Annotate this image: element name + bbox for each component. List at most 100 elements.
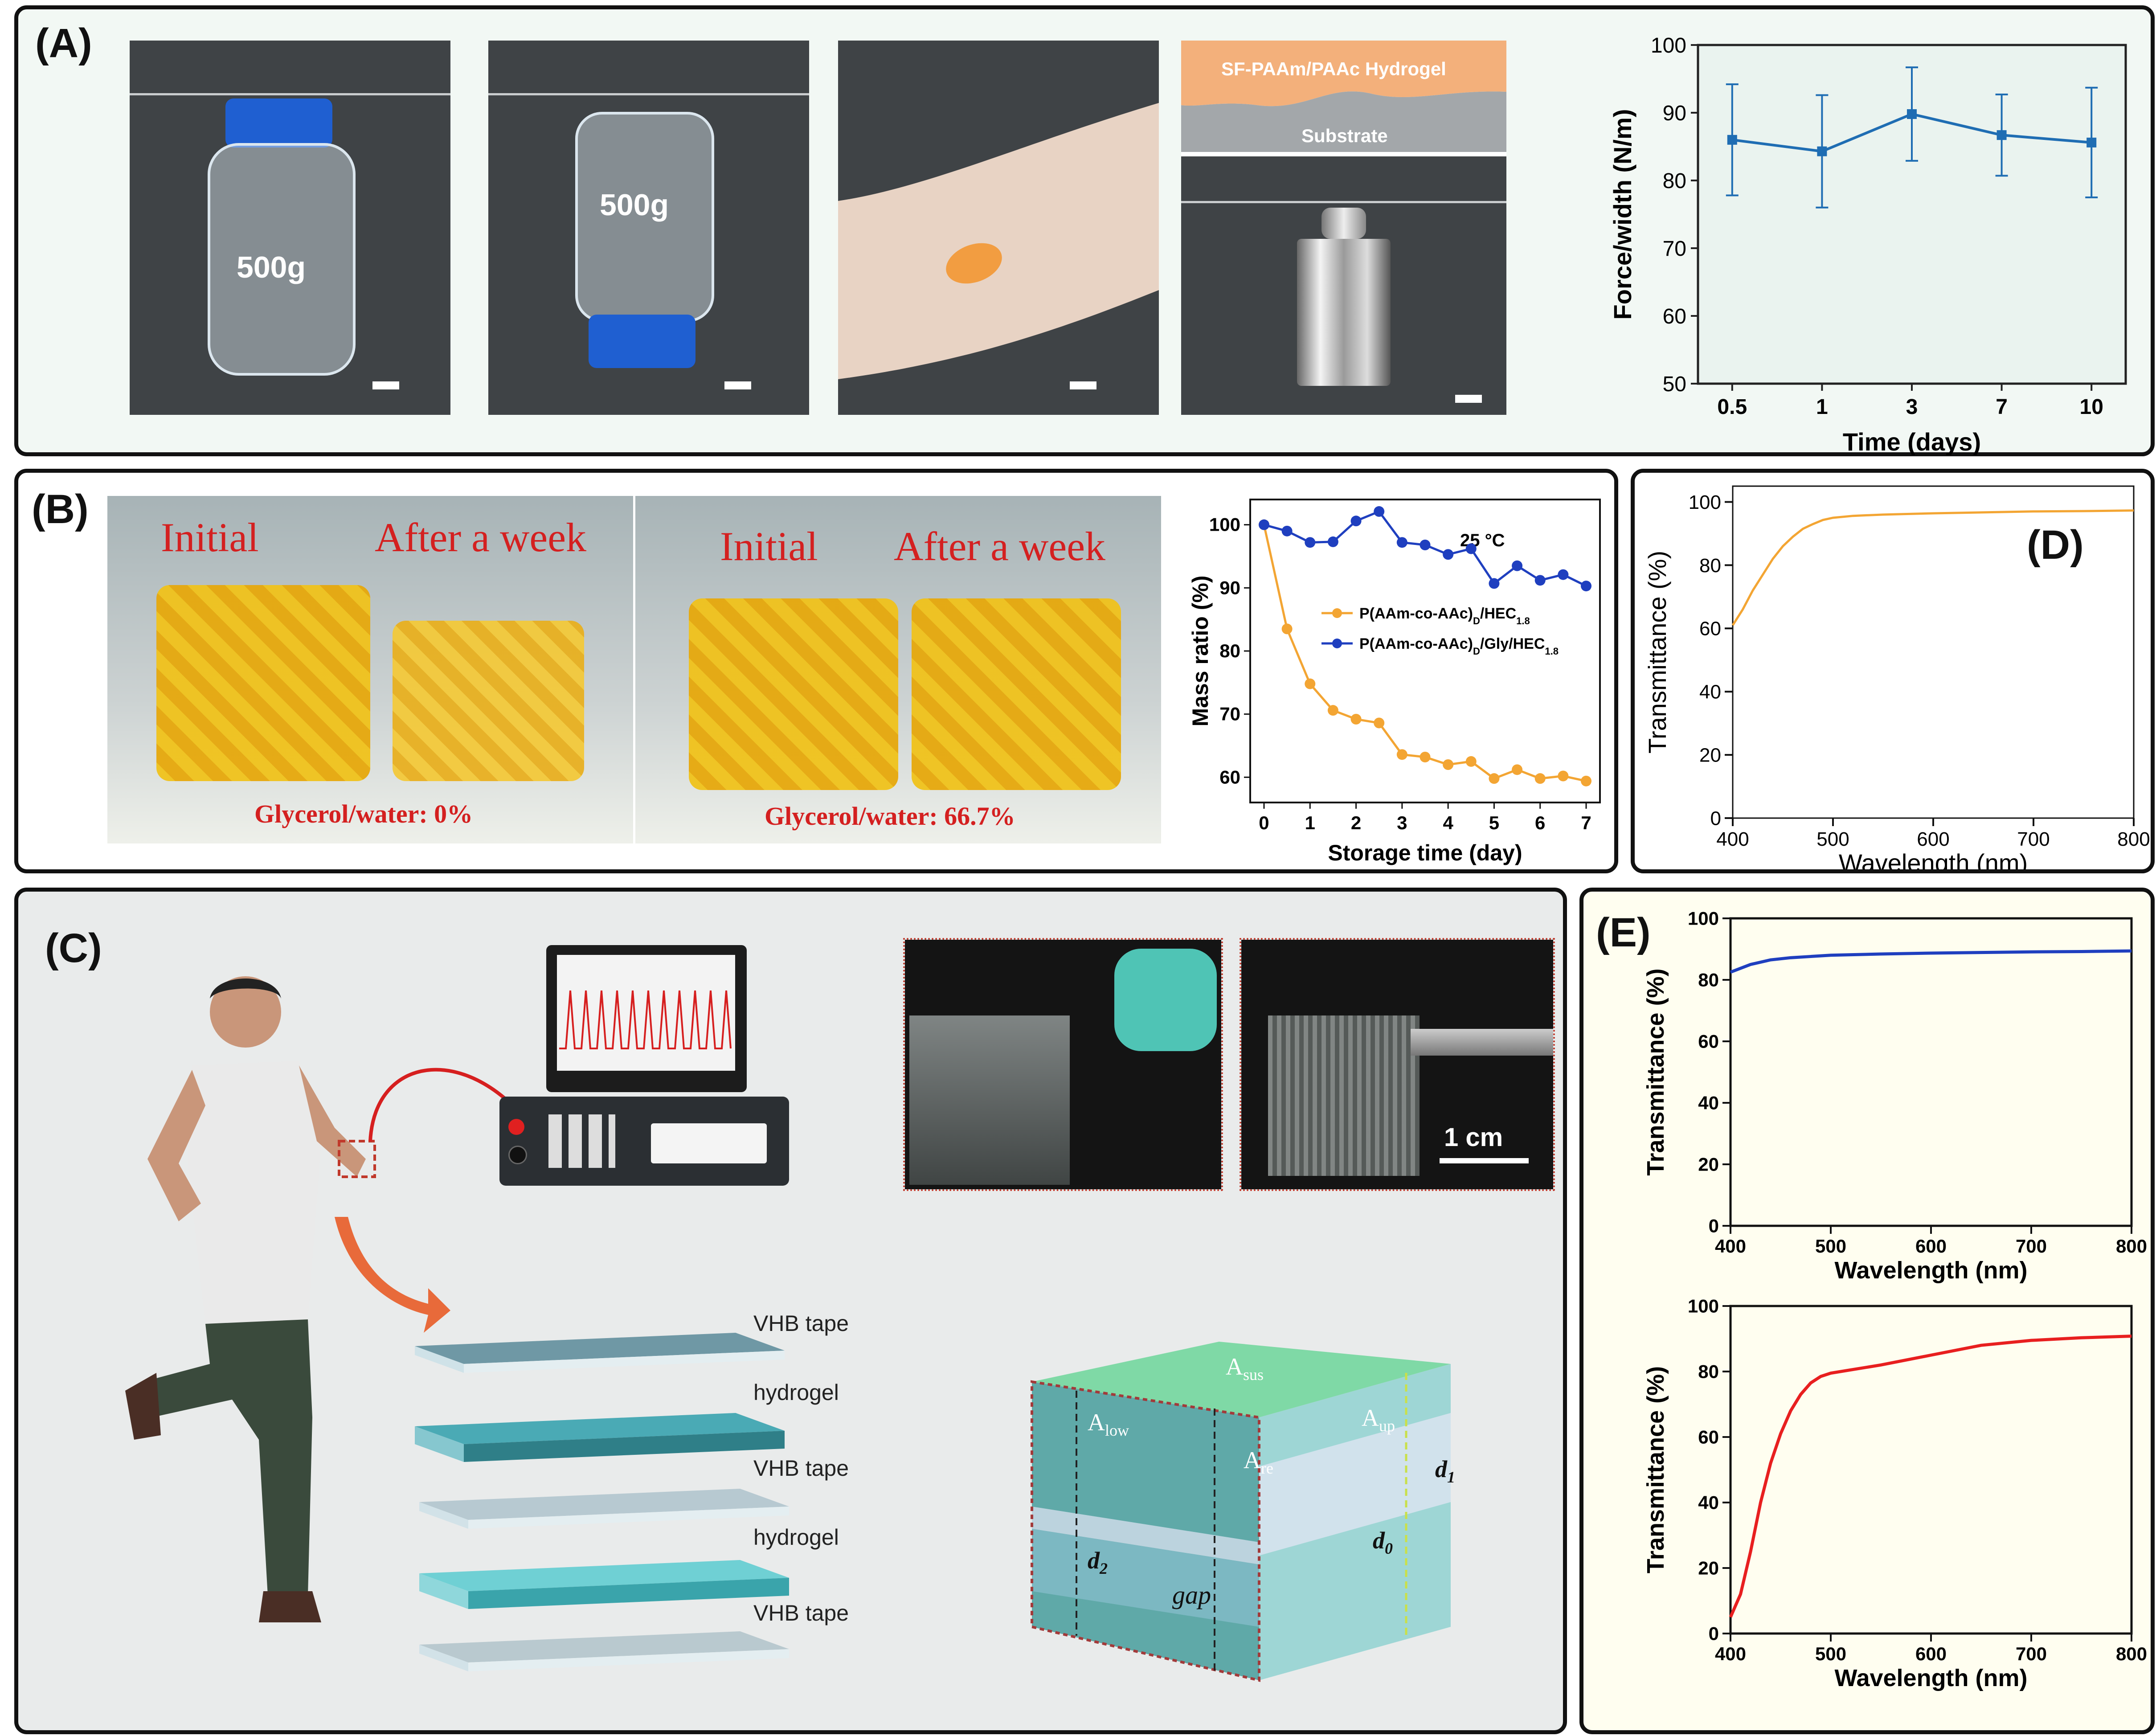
x-tick-label: 700 [2016, 1236, 2047, 1257]
data-point [1443, 759, 1454, 770]
data-point [1558, 770, 1569, 782]
instrument-box [499, 1097, 789, 1186]
area-label-low: Alow [1088, 1409, 1129, 1439]
x-tick-label: 500 [1815, 1643, 1846, 1664]
photo-bottle-upright: 500g [130, 41, 450, 415]
photo-substrate-weight: SF-PAAm/PAAc Hydrogel Substrate [1181, 41, 1506, 415]
data-point [1465, 756, 1477, 767]
x-tick-label: 7 [1581, 812, 1591, 833]
x-tick-label: 800 [2116, 1236, 2147, 1257]
chart-mass-ratio: 0 1 2 3 4 5 6 7 60 70 80 90 100 Storage time (day) Mas… [1188, 499, 1601, 865]
x-tick-label: 700 [2016, 1643, 2047, 1664]
x-tick-label: 800 [2117, 828, 2150, 850]
data-point [1817, 146, 1827, 156]
plot-frame [1729, 917, 2133, 1227]
bottle-body [208, 143, 356, 376]
data-point [1907, 109, 1917, 119]
arrow-icon [335, 1217, 450, 1333]
photo-lattice-0pct: Initial After a week Glycerol/water: 0% [107, 496, 633, 843]
y-tick-label: 0 [1709, 1216, 1719, 1236]
y-tick-label: 60 [1698, 1427, 1719, 1448]
layer-diagram [1181, 41, 1506, 156]
x-tick-label: 0.5 [1717, 395, 1747, 419]
panel-b-label: (B) [32, 487, 89, 532]
x-tick-label: 4 [1443, 812, 1453, 833]
data-point [1374, 717, 1385, 729]
scale-bar [724, 381, 751, 389]
series-line [1730, 949, 2132, 974]
panel-b: (B) Initial After a week Glycerol/water:… [14, 469, 1618, 873]
layer-label-hydrogel-2: hydrogel [753, 1525, 839, 1550]
data-point [1327, 536, 1338, 547]
y-tick-label: 70 [1219, 704, 1240, 725]
layer-stack [415, 1333, 789, 1671]
y-axis-label: Transmittance (%) [1643, 551, 1671, 753]
series-line [1729, 1335, 2132, 1618]
x-tick-label: 5 [1489, 812, 1499, 833]
y-tick-label: 80 [1663, 169, 1686, 193]
photo-device-stretched: 1 cm [1240, 938, 1555, 1191]
hydrogel-layer-label: SF-PAAm/PAAc Hydrogel [1221, 58, 1446, 79]
y-axis-label: Transmittance (%) [1642, 1366, 1669, 1573]
lattice-after-week [393, 621, 584, 781]
data-point [1489, 773, 1500, 784]
capacitor-cube [1031, 1342, 1451, 1682]
data-point [1534, 773, 1546, 784]
x-axis-label: Wavelength (nm) [1839, 849, 2028, 869]
data-point [1396, 749, 1407, 760]
y-tick-label: 50 [1663, 373, 1686, 396]
scale-bar-label: 1 cm [1444, 1123, 1503, 1152]
thickness-label-d0: d0 [1373, 1527, 1393, 1557]
x-tick-label: 7 [1996, 395, 2008, 419]
scale-bar [1455, 395, 1482, 403]
photo-lattice-66pct: Initial After a week Glycerol/water: 66.… [635, 496, 1161, 843]
x-axis-label: Wavelength (nm) [1834, 1257, 2027, 1284]
scale-bar [1440, 1158, 1529, 1163]
series-line [1263, 524, 1587, 782]
bottle-cap [225, 98, 332, 147]
data-point [1281, 525, 1293, 536]
x-axis-label: Storage time (day) [1328, 840, 1522, 865]
y-axis-label: Transmittance (%) [1642, 968, 1669, 1175]
y-tick-label: 60 [1219, 766, 1240, 787]
data-point [1581, 581, 1592, 592]
y-axis-label: Mass ratio (%) [1188, 576, 1213, 727]
y-tick-label: 100 [1688, 908, 1719, 929]
y-tick-label: 80 [1699, 555, 1721, 577]
scale-bar [372, 381, 399, 389]
panel-a: (A) 500g 500g SF-PAAm/PAAc Hydrogel Subs… [14, 5, 2155, 456]
panel-c-label: (C) [45, 925, 102, 971]
data-point [1534, 575, 1546, 586]
data-point [1420, 540, 1431, 550]
data-point [1305, 678, 1316, 689]
data-point [1420, 752, 1431, 762]
layer-label-hydrogel-1: hydrogel [753, 1380, 839, 1405]
y-tick-label: 20 [1698, 1154, 1719, 1175]
x-tick-label: 600 [1915, 1643, 1947, 1664]
y-tick-label: 0 [1710, 807, 1721, 829]
x-tick-label: 3 [1906, 395, 1918, 419]
data-point [1258, 519, 1269, 530]
x-tick-label: 3 [1397, 812, 1407, 833]
data-point [1512, 764, 1523, 775]
data-point [1465, 543, 1477, 554]
panel-a-label: (A) [35, 20, 92, 66]
data-point [1558, 569, 1569, 580]
y-tick-label: 60 [1699, 618, 1721, 640]
data-point [1443, 549, 1454, 560]
y-tick-label: 40 [1698, 1093, 1719, 1114]
runner-figure [125, 976, 376, 1622]
x-axis-label: Wavelength (nm) [1834, 1665, 2027, 1691]
y-tick-label: 40 [1699, 681, 1721, 703]
monitor-screen [557, 955, 735, 1071]
data-point [1327, 705, 1338, 716]
legend-label: P(AAm-co-AAc)D/Gly/HEC1.8 [1359, 635, 1559, 657]
gap-label: gap [1172, 1580, 1211, 1609]
data-point [1996, 130, 2007, 140]
bottle-weight-label: 500g [600, 188, 669, 222]
caption-initial: Initial [161, 515, 259, 560]
chart-force-width: 50 60 70 80 90 100 0.5 1 3 7 10 Time (days) Force/wi… [1608, 34, 2127, 455]
y-tick-label: 80 [1698, 1361, 1719, 1382]
panel-e-label: (E) [1596, 910, 1651, 955]
y-tick-label: 100 [1688, 1296, 1719, 1317]
